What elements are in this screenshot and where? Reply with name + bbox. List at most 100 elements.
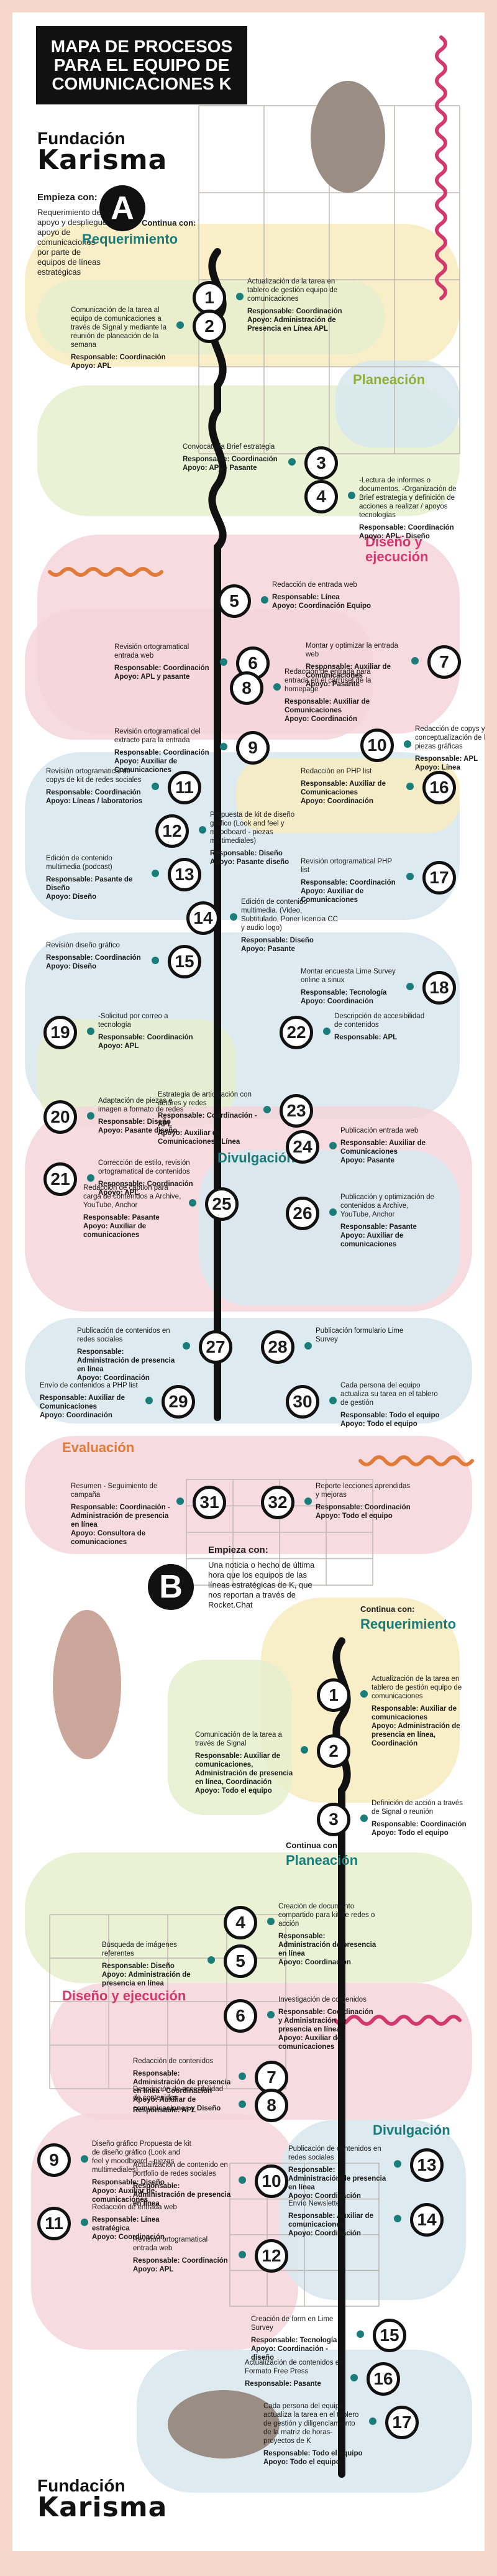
step-description: Investigación de contenidos [278, 1996, 367, 2003]
step-responsable: Responsable: Administración de presencia… [133, 2070, 231, 2095]
phase-a-diseno: Diseño y ejecución [365, 534, 429, 564]
b-step-text: Diseño gráfico Propuesta de kit de diseñ… [92, 2140, 191, 2204]
bg-blob [31, 2114, 298, 2350]
step-description: Redacción de entrada para entrada en el … [285, 668, 372, 693]
step-apoyo: Apoyo: Administración de presencia en lí… [372, 1723, 460, 1747]
b-step-connector-dot [207, 1956, 215, 1964]
a-step-number: 2 [193, 310, 226, 343]
step-description: Redacción en PHP list [301, 768, 372, 775]
b-step-text: Actualización de contenido en portfolio … [133, 2161, 232, 2208]
logo-top: Fundación Karisma [37, 129, 167, 174]
step-responsable: Responsable: Diseño [102, 1962, 175, 1970]
squiggle-magenta [435, 35, 447, 300]
step-description: Creación de form en Lime Survey [251, 2316, 334, 2332]
step-responsable: Responsable: Auxiliar de comunicaciones,… [195, 1752, 293, 1786]
a-step-text: Revisión ortogramatical del extracto par… [114, 727, 214, 775]
step-responsable: Responsable: Coordinación [98, 1034, 193, 1041]
a-step-connector-dot [304, 1497, 312, 1505]
step-description: Revisión ortogramatical entrada web [133, 2236, 208, 2252]
step-apoyo: Apoyo: APL y pasante [114, 673, 190, 681]
a-step-connector-dot [323, 1028, 331, 1035]
a-step-connector-dot [411, 657, 419, 665]
a-step-text: Redacción de copys y conceptualización d… [415, 725, 485, 772]
a-step-connector-dot [273, 683, 281, 691]
b-step-text: Cada persona del equipo actualiza la tar… [263, 2402, 363, 2467]
step-responsable: Responsable: Administración de presencia… [288, 2166, 386, 2191]
b-step-number: 15 [373, 2319, 406, 2352]
a-step-connector-dot [263, 1106, 271, 1113]
a-step-text: Cada persona del equipo actualiza su tar… [340, 1381, 440, 1428]
step-apoyo: Apoyo: APL - Diseño [359, 533, 430, 540]
phase-b-planeacion: Planeación [286, 1852, 358, 1868]
step-apoyo: Apoyo: Auxiliar de comunicaciones y Dise… [133, 2096, 221, 2112]
step-responsable: Responsable: APL [334, 1034, 398, 1041]
a-step-text: Propuesta de kit de diseño gráfico (Look… [210, 811, 309, 867]
bg-blob [236, 758, 460, 833]
squiggle-magenta [334, 2015, 462, 2026]
a-step-connector-dot [220, 743, 227, 750]
step-responsable: Responsable: Auxiliar de Comunicaciones [301, 780, 386, 796]
b-step-connector-dot [394, 2160, 401, 2168]
step-description: Publicación de contenidos en redes socia… [288, 2145, 381, 2161]
a-step-connector-dot [189, 1199, 196, 1207]
a-step-text: Redacción en PHP list Responsable: Auxili… [301, 767, 400, 806]
b-step-text: Comunicación de la tarea a través de Sig… [195, 1731, 294, 1795]
b-step-text: Descripción de accesibilidad de contenid… [133, 2085, 232, 2115]
a-step-number: 32 [261, 1486, 294, 1519]
step-description: Montar y optimizar la entrada web [306, 642, 398, 658]
step-description: Revisión ortogramatical entrada web [114, 643, 189, 660]
a-step-text: Adaptación de piezas e imagen a formato … [98, 1097, 198, 1135]
a-step-connector-dot [199, 826, 206, 834]
a-step-connector-dot [220, 658, 227, 666]
a-step-text: Estrategia de articulación con actores y… [158, 1090, 257, 1146]
b-step-number: 3 [317, 1803, 350, 1836]
step-responsable: Responsable: Diseño [98, 1118, 171, 1126]
step-description: Definición de acción a través de Signal … [372, 1800, 463, 1816]
step-apoyo: Apoyo: Auxiliar de comunicaciones [278, 2035, 342, 2051]
a-step-connector-dot [329, 1208, 337, 1216]
a-step-connector-dot [406, 983, 414, 990]
a-step-connector-dot [329, 1397, 337, 1404]
step-responsable: Responsable: Todo el equipo [263, 2450, 363, 2457]
step-apoyo: Apoyo: APL [133, 2266, 174, 2273]
phase-a-divulgacion: Divulgación [217, 1150, 295, 1166]
step-responsable: Responsable: Pasante [245, 2380, 321, 2388]
step-description: Propuesta de kit de diseño gráfico (Look… [210, 811, 295, 845]
a-step-connector-dot [152, 870, 159, 877]
a-step-connector-dot [145, 1397, 153, 1404]
a-step-number: 17 [422, 861, 456, 895]
step-responsable: Responsable: Tecnología [301, 989, 387, 996]
step-description: -Solicitud por correo a tecnología [98, 1013, 168, 1029]
step-responsable: Responsable: Auxiliar de Comunicaciones [340, 1139, 426, 1156]
step-responsable: Responsable: Diseño [92, 2179, 165, 2186]
step-apoyo: Apoyo: APL [98, 1042, 139, 1050]
b-step-connector-dot [81, 2219, 88, 2226]
b-step-connector-dot [360, 1815, 368, 1822]
step-responsable: Responsable: Coordinación [114, 665, 209, 672]
step-apoyo: Apoyo: APL - Pasante [183, 464, 257, 472]
b-step-text: Publicación de contenidos en redes socia… [288, 2145, 388, 2201]
b-step-text: Envío Newsletter Responsable: Auxiliar de… [288, 2199, 388, 2238]
a-step-number: 13 [168, 858, 201, 891]
step-responsable: Responsable: Pasante de Diseño [46, 876, 133, 892]
logo-bottom: Fundación Karisma [37, 2477, 167, 2521]
b-step-connector-dot [360, 1690, 368, 1698]
a-step-number: 19 [43, 1016, 77, 1049]
step-description: Redacción de copys y conceptualización d… [415, 725, 485, 750]
a-step-connector-dot [87, 1028, 94, 1035]
step-description: Actualización de la tarea en tablero de … [247, 278, 338, 303]
step-description: Reporte lecciones aprendidas y mejoras [316, 1483, 411, 1499]
a-step-number: 31 [193, 1486, 226, 1519]
step-apoyo: Apoyo: Pasante [306, 681, 360, 688]
a-step-text: Descripción de accesibilidad de contenid… [334, 1012, 434, 1042]
bg-blob [50, 1983, 472, 2120]
b-step-text: Definición de acción a través de Signal … [372, 1799, 471, 1838]
b-step-number: 12 [255, 2239, 288, 2273]
a-step-text: Redacción de entrada web Responsable: Lín… [272, 581, 372, 610]
b-step-text: Actualización de la tarea en tablero de … [372, 1675, 471, 1748]
step-responsable: Responsable: Coordinación [372, 1821, 467, 1828]
step-description: Comunicación de la tarea al equipo de co… [71, 306, 167, 349]
a-step-connector-dot [304, 1342, 312, 1350]
a-step-text: Redacción de caption para carga de conte… [83, 1184, 183, 1240]
phase-a-requerimiento: Requerimiento [82, 231, 178, 247]
